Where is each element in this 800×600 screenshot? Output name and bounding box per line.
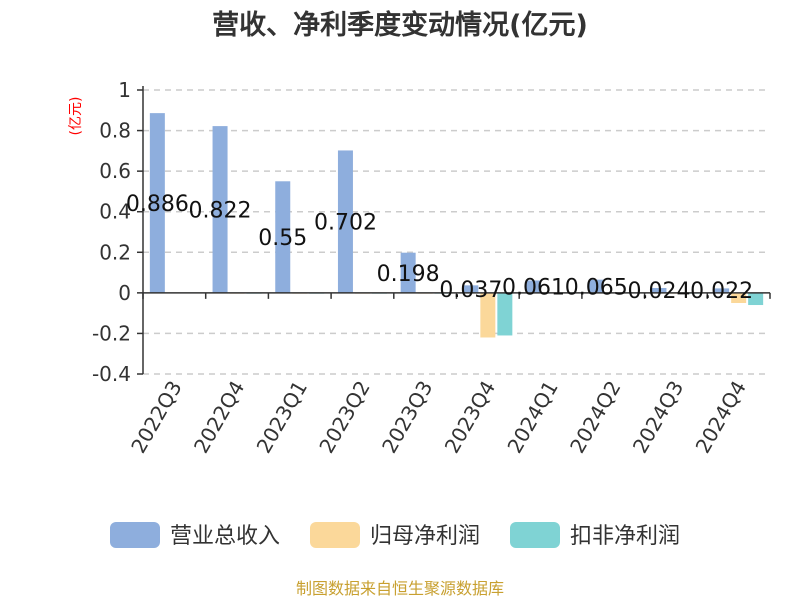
y-tick-label: 0.6 [99,159,131,183]
data-label: 0.55 [258,226,307,251]
bar-2024Q4-series-2 [731,292,747,303]
x-tick-label: 2022Q4 [189,377,249,458]
bar-2023Q4-series-1 [463,285,479,293]
bar-2022Q3-series-1 [149,113,165,293]
source-note: 制图数据来自恒生聚源数据库 [296,579,504,598]
y-tick-label: 0.2 [99,240,131,264]
data-label: 0.037 [439,278,502,303]
y-tick-label: 0.4 [99,200,131,224]
legend-label: 归母净利润 [370,524,480,549]
data-label: 0.702 [314,211,377,236]
bar-2024Q4-series-1 [714,288,730,293]
data-label: 0.024 [627,279,690,304]
y-tick-label: -0.4 [92,362,131,386]
x-tick-label: 2024Q1 [502,377,562,458]
x-axis-ticks: 2022Q3 2022Q4 2023Q1 2023Q2 2023Q3 2023Q4 2024… [126,292,771,458]
bar-2023Q3-series-1 [400,252,416,293]
x-tick-label: 2024Q4 [691,377,751,458]
x-tick-label: 2024Q2 [565,377,625,458]
legend-swatch [510,522,560,548]
legend-swatch [110,522,160,548]
data-label: 0.822 [189,198,252,223]
bar-2022Q4-series-1 [212,126,228,293]
x-tick-label: 2023Q3 [377,377,437,458]
y-tick-label: 0.8 [99,119,131,143]
y-axis-unit: (亿元) [68,97,84,136]
legend: 营业总收入 归母净利润 扣非净利润 [110,522,680,549]
bar-2024Q2-series-1 [588,279,604,293]
chart-title: 营收、净利季度变动情况(亿元) [212,9,588,41]
bar-2024Q1-series-1 [526,280,542,293]
y-axis-ticks: 1 0.8 0.6 0.4 0.2 0 -0.2 -0.4 [92,78,143,386]
bar-2023Q4-series-3 [497,292,513,336]
data-label: 0.061 [502,276,565,301]
grid [143,89,770,375]
axes [142,86,770,374]
bar-2023Q4-series-2 [480,292,496,338]
y-tick-label: -0.2 [92,321,131,345]
data-label: 0.886 [126,192,189,217]
bar-2024Q4-series-3 [748,292,764,306]
bar-2024Q3-series-1 [651,287,667,293]
y-tick-label: 0 [118,281,131,305]
bars [149,113,764,338]
data-label: 0.198 [377,262,440,287]
x-tick-label: 2022Q3 [126,377,186,458]
x-tick-label: 2023Q1 [252,377,312,458]
x-tick-label: 2024Q3 [628,377,688,458]
data-label: 0.022 [690,279,753,304]
bar-2023Q2-series-1 [337,150,353,293]
legend-swatch [310,522,360,548]
x-tick-label: 2023Q4 [440,376,500,457]
y-tick-label: 1 [118,78,131,102]
bar-2023Q1-series-1 [275,181,291,293]
data-label: 0.065 [565,275,628,300]
legend-label: 营业总收入 [170,524,280,549]
x-tick-label: 2023Q2 [314,377,374,458]
legend-label: 扣非净利润 [570,524,680,549]
